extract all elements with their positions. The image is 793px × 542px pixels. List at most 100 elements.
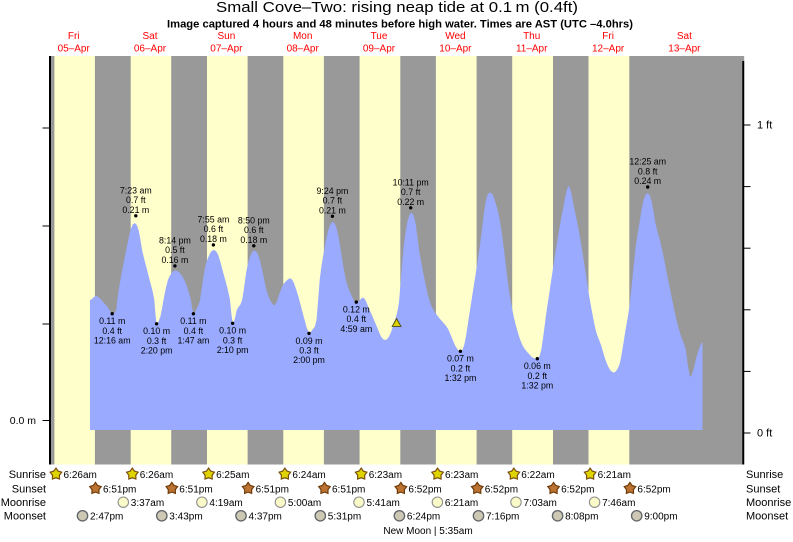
svg-text:0.11 m: 0.11 m: [99, 316, 125, 326]
svg-text:0.4 ft: 0.4 ft: [184, 326, 204, 336]
svg-text:2:10 pm: 2:10 pm: [217, 345, 249, 355]
svg-text:6:21am: 6:21am: [598, 470, 631, 481]
svg-text:Sunset: Sunset: [746, 483, 780, 495]
svg-text:Moonset: Moonset: [4, 511, 46, 523]
svg-text:0.07 m: 0.07 m: [447, 354, 474, 364]
svg-text:Fri: Fri: [602, 31, 614, 42]
svg-text:6:26am: 6:26am: [64, 470, 97, 481]
svg-text:Image captured 4 hours and 48: Image captured 4 hours and 48 minutes be…: [167, 18, 633, 30]
svg-text:New Moon | 5:35am: New Moon | 5:35am: [383, 526, 472, 537]
svg-text:07–Apr: 07–Apr: [210, 44, 243, 55]
svg-text:9:24 pm: 9:24 pm: [317, 186, 349, 196]
svg-text:7:03am: 7:03am: [524, 498, 557, 509]
svg-text:0.2 ft: 0.2 ft: [451, 363, 471, 373]
svg-text:8:14 pm: 8:14 pm: [159, 236, 191, 246]
svg-text:0.18 m: 0.18 m: [240, 235, 267, 245]
svg-text:1:47 am: 1:47 am: [178, 336, 210, 346]
svg-text:6:51pm: 6:51pm: [332, 484, 365, 495]
svg-text:5:41am: 5:41am: [367, 498, 400, 509]
svg-text:7:16pm: 7:16pm: [486, 512, 519, 523]
svg-text:0 ft: 0 ft: [757, 428, 772, 440]
svg-text:8:50 pm: 8:50 pm: [238, 215, 270, 225]
svg-text:Moonrise: Moonrise: [1, 497, 46, 509]
svg-text:10–Apr: 10–Apr: [439, 44, 472, 55]
svg-text:6:26am: 6:26am: [140, 470, 173, 481]
svg-text:0.3 ft: 0.3 ft: [299, 346, 319, 356]
svg-text:6:23am: 6:23am: [369, 470, 402, 481]
svg-text:0.06 m: 0.06 m: [524, 361, 551, 371]
svg-text:10:11 pm: 10:11 pm: [393, 177, 429, 187]
svg-text:7:55 am: 7:55 am: [198, 215, 230, 225]
svg-text:4:59 am: 4:59 am: [340, 324, 372, 334]
svg-text:Sunset: Sunset: [12, 483, 46, 495]
svg-text:6:25am: 6:25am: [216, 470, 249, 481]
svg-text:6:23am: 6:23am: [445, 470, 478, 481]
svg-text:0.4 ft: 0.4 ft: [347, 314, 367, 324]
svg-text:0.12 m: 0.12 m: [343, 305, 370, 315]
svg-text:6:52pm: 6:52pm: [637, 484, 670, 495]
svg-text:3:37am: 3:37am: [131, 498, 164, 509]
svg-text:6:24am: 6:24am: [292, 470, 325, 481]
svg-text:1:32 pm: 1:32 pm: [445, 373, 477, 383]
svg-text:0.4 ft: 0.4 ft: [102, 326, 122, 336]
svg-text:4:37pm: 4:37pm: [249, 512, 282, 523]
svg-text:2:20 pm: 2:20 pm: [141, 346, 173, 356]
svg-text:12:25 am: 12:25 am: [629, 157, 666, 167]
svg-text:0.6 ft: 0.6 ft: [244, 225, 264, 235]
svg-text:0.0 m: 0.0 m: [10, 415, 37, 427]
svg-text:6:21am: 6:21am: [445, 498, 478, 509]
svg-text:1:32 pm: 1:32 pm: [521, 381, 553, 391]
svg-text:6:52pm: 6:52pm: [561, 484, 594, 495]
svg-text:6:52pm: 6:52pm: [408, 484, 441, 495]
svg-text:0.7 ft: 0.7 ft: [323, 196, 343, 206]
svg-text:0.7 ft: 0.7 ft: [126, 195, 146, 205]
svg-text:08–Apr: 08–Apr: [287, 44, 320, 55]
svg-text:Sat: Sat: [142, 31, 157, 42]
svg-text:6:52pm: 6:52pm: [485, 484, 518, 495]
svg-text:5:31pm: 5:31pm: [328, 512, 361, 523]
svg-text:0.21 m: 0.21 m: [319, 205, 346, 215]
svg-text:13–Apr: 13–Apr: [668, 44, 701, 55]
svg-text:12:16 am: 12:16 am: [94, 336, 131, 346]
svg-text:Thu: Thu: [523, 31, 540, 42]
svg-text:6:51pm: 6:51pm: [103, 484, 136, 495]
svg-text:Moonset: Moonset: [746, 511, 788, 523]
svg-text:Tue: Tue: [371, 31, 388, 42]
svg-text:7:23 am: 7:23 am: [120, 185, 152, 195]
svg-text:9:00pm: 9:00pm: [644, 512, 677, 523]
svg-text:6:51pm: 6:51pm: [179, 484, 212, 495]
svg-text:Sunrise: Sunrise: [746, 469, 783, 481]
svg-text:5:00am: 5:00am: [288, 498, 321, 509]
svg-text:6:22am: 6:22am: [521, 470, 554, 481]
svg-text:0.22 m: 0.22 m: [397, 197, 424, 207]
svg-text:3:43pm: 3:43pm: [169, 512, 202, 523]
svg-text:0.09 m: 0.09 m: [296, 336, 323, 346]
svg-text:Sunrise: Sunrise: [9, 469, 46, 481]
svg-text:0.8 ft: 0.8 ft: [638, 166, 658, 176]
svg-text:6:51pm: 6:51pm: [256, 484, 289, 495]
svg-text:Sun: Sun: [218, 31, 236, 42]
svg-text:Moonrise: Moonrise: [746, 497, 791, 509]
svg-text:0.10 m: 0.10 m: [143, 326, 170, 336]
svg-text:0.5 ft: 0.5 ft: [165, 245, 185, 255]
svg-text:12–Apr: 12–Apr: [592, 44, 625, 55]
svg-text:0.7 ft: 0.7 ft: [401, 187, 421, 197]
svg-text:4:19am: 4:19am: [209, 498, 242, 509]
svg-text:Small Cove–Two: rising neap t: Small Cove–Two: rising neap tide at 0.1 …: [216, 0, 578, 16]
svg-text:0.11 m: 0.11 m: [180, 316, 206, 326]
svg-text:1 ft: 1 ft: [757, 120, 772, 132]
svg-text:8:08pm: 8:08pm: [565, 512, 598, 523]
svg-text:06–Apr: 06–Apr: [134, 44, 167, 55]
svg-text:Wed: Wed: [445, 31, 465, 42]
svg-text:0.21 m: 0.21 m: [122, 205, 149, 215]
svg-text:0.10 m: 0.10 m: [219, 326, 246, 336]
svg-text:09–Apr: 09–Apr: [363, 44, 396, 55]
svg-text:0.16 m: 0.16 m: [161, 255, 188, 265]
svg-text:Mon: Mon: [293, 31, 312, 42]
svg-text:0.3 ft: 0.3 ft: [223, 335, 243, 345]
svg-text:0.24 m: 0.24 m: [634, 176, 661, 186]
svg-text:0.6 ft: 0.6 ft: [204, 224, 224, 234]
svg-text:11–Apr: 11–Apr: [516, 44, 548, 55]
svg-text:2:00 pm: 2:00 pm: [293, 355, 325, 365]
svg-text:Sat: Sat: [677, 31, 692, 42]
